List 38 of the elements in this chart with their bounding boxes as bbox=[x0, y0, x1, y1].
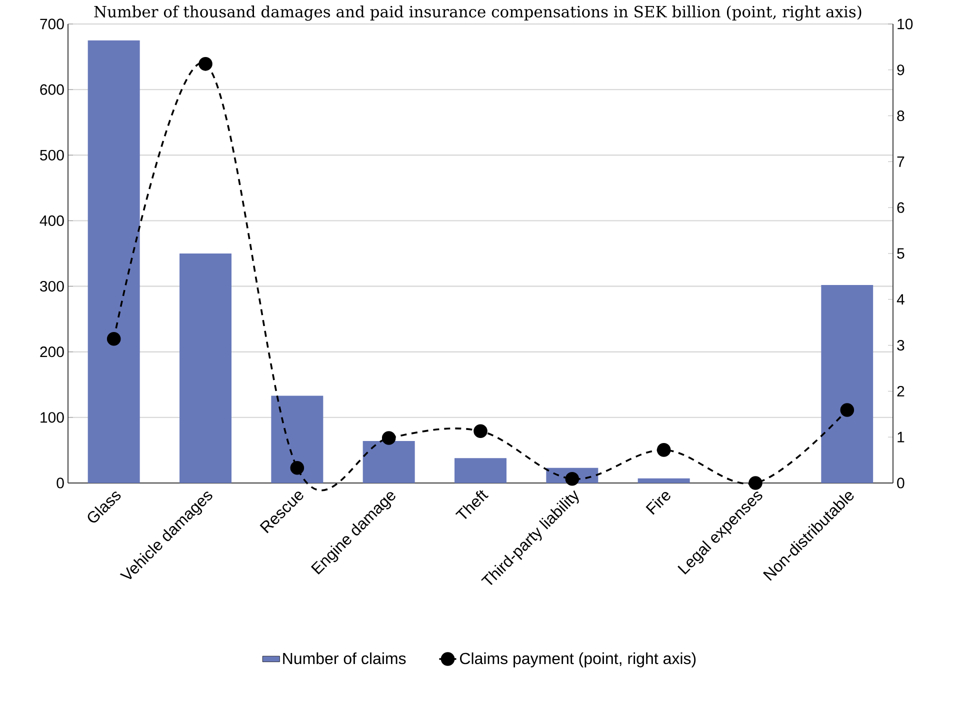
legend-label: Number of claims bbox=[283, 652, 406, 664]
y2-tick-label: 4 bbox=[896, 294, 904, 305]
bar bbox=[638, 478, 690, 483]
y-tick-label: 400 bbox=[40, 215, 64, 226]
y2-tick-label: 6 bbox=[897, 202, 904, 213]
bar bbox=[88, 40, 140, 483]
bar bbox=[271, 396, 324, 483]
x-tick-label: Fire bbox=[646, 492, 670, 515]
y-tick-label: 200 bbox=[40, 346, 64, 358]
bar bbox=[180, 253, 232, 483]
point bbox=[382, 431, 396, 445]
legend-label: Claims payment (point, right axis) bbox=[460, 652, 696, 668]
point bbox=[198, 57, 212, 71]
bar bbox=[362, 441, 415, 483]
y2-tick-label: 7 bbox=[897, 156, 904, 167]
y2-tick-label: 2 bbox=[897, 386, 904, 396]
point bbox=[748, 476, 762, 490]
y2-tick-label: 0 bbox=[897, 478, 904, 488]
y-tick-label: 100 bbox=[40, 412, 64, 423]
y2-tick-label: 1 bbox=[898, 432, 904, 442]
y-tick-label: 500 bbox=[40, 150, 64, 160]
y-tick-label: 600 bbox=[40, 84, 64, 95]
y2-tick-label: 3 bbox=[897, 340, 904, 351]
point bbox=[840, 403, 854, 417]
y2-tick-label: 8 bbox=[897, 110, 904, 122]
point bbox=[106, 332, 121, 346]
y2-tick-label: 10 bbox=[898, 18, 913, 30]
bar bbox=[821, 284, 874, 483]
point bbox=[656, 443, 671, 457]
y-tick-label: 0 bbox=[56, 478, 64, 488]
y2-tick-label: 9 bbox=[897, 64, 904, 76]
y2-tick-label: 5 bbox=[897, 248, 904, 259]
chart-title: Number of thousand damages and paid insurance compensations in SEK billion (point, right axis) bbox=[94, 6, 862, 21]
y-tick-label: 300 bbox=[40, 280, 64, 292]
point bbox=[290, 460, 304, 475]
point bbox=[474, 424, 488, 438]
y-tick-label: 700 bbox=[40, 18, 64, 30]
bar bbox=[454, 458, 506, 483]
